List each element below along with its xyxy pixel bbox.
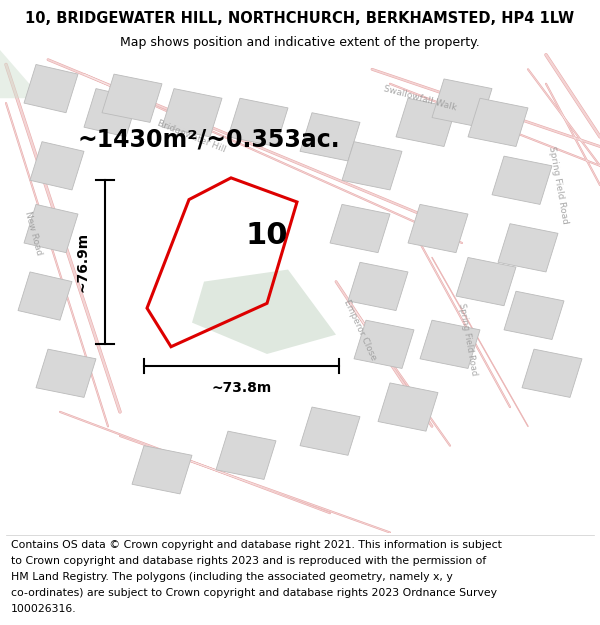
Polygon shape [432,79,492,128]
Polygon shape [348,262,408,311]
Polygon shape [456,258,516,306]
Polygon shape [24,204,78,252]
Text: Emperor Close: Emperor Close [342,298,378,362]
Polygon shape [192,269,336,354]
Polygon shape [30,142,84,190]
Polygon shape [504,291,564,339]
Text: Spring Field Road: Spring Field Road [457,302,479,376]
Text: ~1430m²/~0.353ac.: ~1430m²/~0.353ac. [78,127,341,151]
Polygon shape [396,98,456,146]
Polygon shape [330,204,390,252]
Polygon shape [498,224,558,272]
Text: ~73.8m: ~73.8m [211,381,272,394]
Text: 100026316.: 100026316. [11,604,76,614]
Polygon shape [84,89,138,137]
Polygon shape [228,98,288,146]
Polygon shape [24,64,78,112]
Polygon shape [102,74,162,122]
Text: HM Land Registry. The polygons (including the associated geometry, namely x, y: HM Land Registry. The polygons (includin… [11,572,452,582]
Polygon shape [132,446,192,494]
Text: Spring Field Road: Spring Field Road [547,146,569,225]
Polygon shape [216,431,276,479]
Text: ~76.9m: ~76.9m [76,232,90,292]
Polygon shape [18,272,72,320]
Polygon shape [408,204,468,252]
Polygon shape [162,89,222,137]
Polygon shape [300,407,360,455]
Text: Bridgewater Hill: Bridgewater Hill [157,119,227,155]
Text: Swallowfall Walk: Swallowfall Walk [382,84,458,112]
Polygon shape [36,349,96,398]
Text: New Road: New Road [23,211,43,256]
Text: 10, BRIDGEWATER HILL, NORTHCHURCH, BERKHAMSTED, HP4 1LW: 10, BRIDGEWATER HILL, NORTHCHURCH, BERKH… [25,11,575,26]
Polygon shape [354,320,414,369]
Text: 10: 10 [246,221,288,250]
Polygon shape [342,142,402,190]
Polygon shape [492,156,552,204]
Text: Map shows position and indicative extent of the property.: Map shows position and indicative extent… [120,36,480,49]
Polygon shape [468,98,528,146]
Polygon shape [378,383,438,431]
Polygon shape [420,320,480,369]
Text: to Crown copyright and database rights 2023 and is reproduced with the permissio: to Crown copyright and database rights 2… [11,556,486,566]
Polygon shape [300,112,360,161]
Text: co-ordinates) are subject to Crown copyright and database rights 2023 Ordnance S: co-ordinates) are subject to Crown copyr… [11,588,497,598]
Polygon shape [0,50,42,98]
Text: Contains OS data © Crown copyright and database right 2021. This information is : Contains OS data © Crown copyright and d… [11,540,502,550]
Polygon shape [522,349,582,398]
